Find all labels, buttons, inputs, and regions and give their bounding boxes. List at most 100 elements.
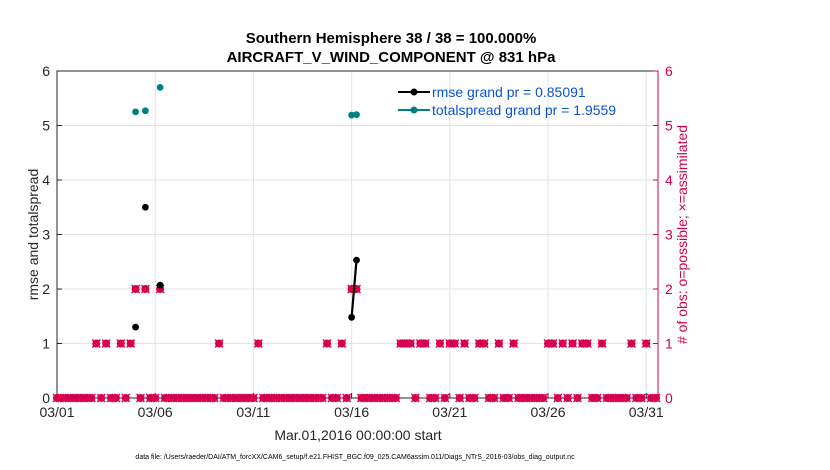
y-right-tick-label: 0	[665, 390, 673, 406]
spread-point	[156, 83, 164, 91]
y-tick-label: 2	[42, 281, 50, 297]
obs-assimilated-marker	[135, 393, 145, 403]
data-file-footer: data file: /Users/raeder/DAI/ATM_forcXX/…	[135, 454, 575, 461]
rmse-point	[156, 281, 164, 289]
obs-assimilated-marker	[489, 393, 499, 403]
rmse-line-segment	[350, 260, 358, 318]
rmse-point	[353, 256, 360, 264]
obs-assimilated-marker	[332, 393, 342, 403]
obs-count-series	[52, 284, 661, 403]
obs-assimilated-marker	[563, 393, 573, 403]
obs-assimilated-marker	[597, 339, 607, 348]
spread-point	[353, 111, 360, 118]
obs-assimilated-marker	[469, 393, 479, 403]
obs-assimilated-marker	[126, 339, 136, 348]
spread-point	[132, 108, 139, 116]
obs-assimilated-marker	[337, 339, 347, 348]
obs-assimilated-marker	[636, 393, 646, 403]
obs-assimilated-marker	[641, 339, 651, 348]
obs-assimilated-marker	[430, 393, 440, 403]
legend-rmse-label: rmse grand pr = 0.85091	[432, 84, 586, 100]
obs-assimilated-marker	[96, 393, 106, 403]
x-tick-label: 03/11	[236, 404, 270, 420]
y-tick-label: 6	[42, 63, 50, 79]
obs-assimilated-marker	[322, 339, 332, 348]
obs-assimilated-marker	[538, 393, 548, 403]
obs-assimilated-marker	[553, 393, 563, 403]
x-tick-label: 03/16	[334, 404, 369, 420]
spread-point	[348, 111, 356, 119]
data-series	[132, 83, 360, 331]
obs-assimilated-marker	[592, 393, 602, 403]
y-axis-right-label: # of obs: o=possible; ×=assimilated	[674, 125, 690, 344]
obs-assimilated-marker	[435, 339, 445, 348]
y-tick-label: 5	[42, 118, 50, 134]
rmse-point	[348, 313, 356, 321]
obs-assimilated-marker	[391, 393, 401, 403]
y-right-tick-label: 1	[665, 336, 673, 352]
y-tick-label: 0	[42, 390, 50, 406]
y-axis-label: rmse and totalspread	[25, 169, 41, 301]
x-tick-label: 03/21	[432, 404, 467, 420]
legend-rmse-marker	[410, 88, 418, 96]
obs-assimilated-marker	[342, 393, 352, 403]
y-tick-label: 3	[42, 227, 50, 243]
x-tick-label: 03/06	[138, 404, 173, 420]
x-axis-label: Mar.01,2016 00:00:00 start	[274, 427, 441, 443]
obs-assimilated-marker	[479, 339, 489, 348]
obs-assimilated-marker	[410, 393, 420, 403]
obs-assimilated-marker	[214, 339, 224, 348]
obs-assimilated-marker	[622, 393, 632, 403]
legend: rmse grand pr = 0.85091 totalspread gran…	[398, 84, 616, 118]
obs-assimilated-marker	[509, 339, 519, 348]
obs-assimilated-marker	[317, 393, 327, 403]
x-tick-label: 03/31	[629, 404, 664, 420]
obs-assimilated-marker	[450, 339, 460, 348]
y-right-tick-label: 6	[665, 63, 673, 79]
obs-assimilated-marker	[111, 393, 121, 403]
obs-assimilated-marker	[253, 339, 263, 348]
obs-assimilated-marker	[626, 339, 636, 348]
chart-title: Southern Hemisphere 38 / 38 = 100.000%	[246, 30, 537, 47]
obs-assimilated-marker	[101, 339, 111, 348]
y-right-tick-label: 3	[665, 227, 673, 243]
obs-assimilated-marker	[121, 393, 131, 403]
obs-assimilated-marker	[140, 284, 150, 294]
y-tick-label: 1	[42, 336, 50, 352]
obs-assimilated-marker	[150, 393, 160, 403]
chart-subtitle: AIRCRAFT_V_WIND_COMPONENT @ 831 hPa	[227, 49, 557, 66]
y-axis-right: 0 1 2 3 4 5 6	[653, 63, 673, 406]
x-tick-label: 03/01	[39, 404, 74, 420]
grid-lines	[56, 70, 658, 399]
obs-assimilated-marker	[651, 393, 661, 403]
x-axis: 03/01 03/06 03/11 03/16 03/21 03/26 03/31	[39, 393, 664, 420]
y-right-tick-label: 2	[665, 281, 673, 297]
y-axis-left: 0 1 2 3 4 5 6	[42, 63, 62, 406]
obs-assimilated-marker	[420, 339, 430, 348]
y-right-tick-label: 5	[665, 118, 673, 134]
legend-spread-marker	[410, 106, 418, 114]
obs-assimilated-marker	[548, 339, 558, 348]
rmse-point	[141, 203, 149, 211]
x-tick-label: 03/26	[530, 404, 565, 420]
y-tick-label: 4	[42, 172, 50, 188]
legend-spread-label: totalspread grand pr = 1.9559	[432, 102, 616, 118]
obs-assimilated-marker	[582, 339, 592, 348]
obs-assimilated-marker	[440, 393, 450, 403]
y-right-tick-label: 4	[665, 172, 673, 188]
obs-assimilated-marker	[86, 393, 96, 403]
obs-assimilated-marker	[572, 393, 582, 403]
obs-assimilated-marker	[504, 393, 514, 403]
obs-assimilated-marker	[209, 393, 219, 403]
obs-assimilated-marker	[131, 284, 141, 294]
obs-assimilated-marker	[558, 339, 568, 348]
obs-assimilated-marker	[116, 339, 126, 348]
obs-assimilated-marker	[406, 339, 416, 348]
rmse-point	[132, 323, 139, 331]
obs-assimilated-marker	[91, 339, 101, 348]
obs-assimilated-marker	[460, 339, 470, 348]
obs-assimilated-marker	[455, 393, 465, 403]
obs-assimilated-marker	[248, 393, 258, 403]
spread-point	[141, 107, 149, 115]
